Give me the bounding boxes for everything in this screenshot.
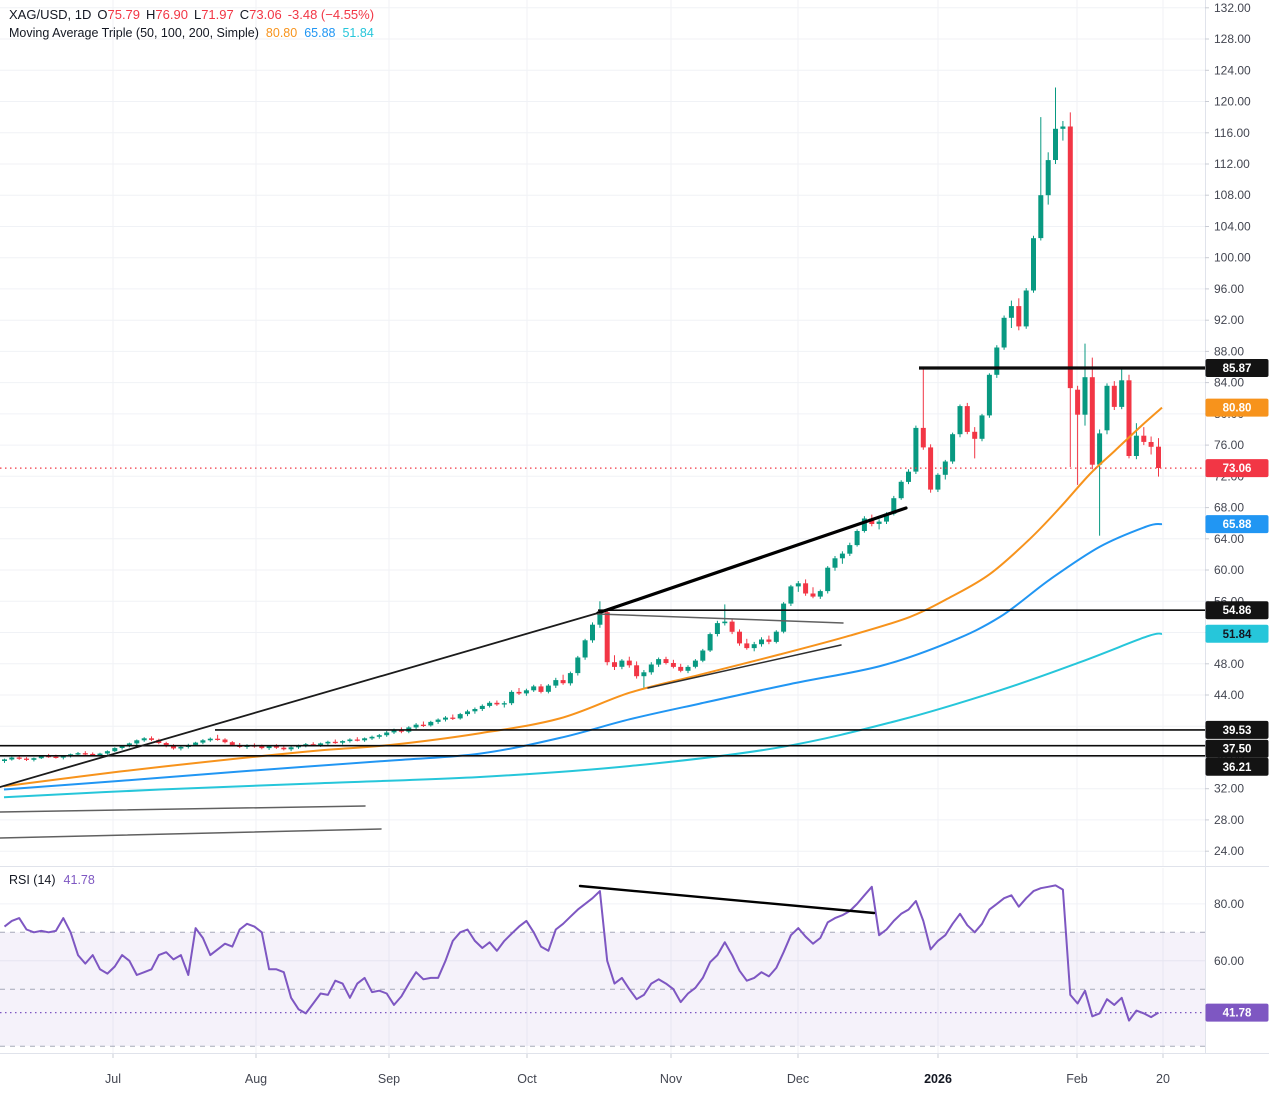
open-key: O xyxy=(97,7,108,22)
change-value: -3.48 (−4.55%) xyxy=(287,7,375,22)
axis-badge-51.84 xyxy=(1205,624,1269,643)
axis-badge-65.88 xyxy=(1205,515,1269,534)
svg-text:36.21: 36.21 xyxy=(1223,762,1252,774)
svg-text:124.00: 124.00 xyxy=(1214,63,1251,77)
svg-text:28.00: 28.00 xyxy=(1214,813,1244,827)
svg-text:Dec: Dec xyxy=(787,1072,809,1086)
rsi-legend: RSI (14) 41.78 xyxy=(9,873,95,887)
rsi-pane xyxy=(0,884,1205,1047)
axis-badge-85.87 xyxy=(1205,359,1269,377)
svg-text:32.00: 32.00 xyxy=(1214,782,1244,796)
symbol-ohlc-row: XAG/USD, 1D O75.79 H76.90 L71.97 C73.06 -3.48… xyxy=(9,5,374,24)
price-levels[interactable] xyxy=(0,366,1205,757)
svg-text:48.00: 48.00 xyxy=(1214,657,1244,671)
svg-text:44.00: 44.00 xyxy=(1214,688,1244,702)
svg-text:68.00: 68.00 xyxy=(1214,501,1244,515)
svg-text:65.88: 65.88 xyxy=(1223,519,1252,531)
axis-badge-36.21 xyxy=(1205,757,1269,776)
rsi-value: 41.78 xyxy=(63,873,95,887)
axis-badge-37.50 xyxy=(1205,739,1269,758)
axis-badge-80.80 xyxy=(1205,398,1269,417)
high-value: 76.90 xyxy=(155,7,188,22)
rsi-indicator-label[interactable]: RSI (14) xyxy=(9,873,56,887)
svg-text:116.00: 116.00 xyxy=(1214,126,1250,140)
ma-line-100[interactable] xyxy=(3,522,1163,791)
rsi-trendline[interactable] xyxy=(578,884,876,915)
svg-text:60.00: 60.00 xyxy=(1214,954,1244,968)
ma-line-200[interactable] xyxy=(3,632,1163,799)
low-value: 71.97 xyxy=(201,7,234,22)
axis-badge-rsi xyxy=(1205,1003,1269,1022)
svg-text:Oct: Oct xyxy=(517,1072,537,1086)
svg-text:96.00: 96.00 xyxy=(1214,282,1244,296)
symbol-legend: XAG/USD, 1D O75.79 H76.90 L71.97 C73.06 -3.48… xyxy=(9,5,374,43)
open-value: 75.79 xyxy=(107,7,141,22)
svg-text:73.06: 73.06 xyxy=(1223,463,1252,475)
svg-text:84.00: 84.00 xyxy=(1214,376,1244,390)
svg-text:Feb: Feb xyxy=(1066,1072,1088,1086)
svg-text:54.86: 54.86 xyxy=(1223,605,1252,617)
price-axis-labels[interactable]: 24.0028.0032.0036.0040.0044.0048.0052.00… xyxy=(1205,1,1251,858)
svg-text:120.00: 120.00 xyxy=(1214,95,1251,109)
svg-text:108.00: 108.00 xyxy=(1214,188,1251,202)
svg-text:85.87: 85.87 xyxy=(1223,363,1252,375)
ma-indicator-label[interactable]: Moving Average Triple (50, 100, 200, Sim… xyxy=(9,26,259,40)
svg-text:2026: 2026 xyxy=(924,1072,952,1086)
svg-text:Jul: Jul xyxy=(105,1072,121,1086)
ma50-value: 80.80 xyxy=(265,26,298,40)
ma200-value: 51.84 xyxy=(342,26,374,40)
candles-layer xyxy=(2,87,1161,763)
svg-text:Nov: Nov xyxy=(660,1072,683,1086)
svg-text:64.00: 64.00 xyxy=(1214,532,1244,546)
rsi-axis-labels[interactable]: 80.00 60.00 xyxy=(1214,897,1244,968)
time-axis-labels[interactable]: Jul Aug Sep Oct Nov Dec 2026 Feb 20 xyxy=(105,1054,1170,1086)
svg-text:Aug: Aug xyxy=(245,1072,267,1086)
svg-text:60.00: 60.00 xyxy=(1214,563,1244,577)
axis-badge-39.53 xyxy=(1205,720,1269,739)
svg-text:37.50: 37.50 xyxy=(1223,744,1252,756)
close-key: C xyxy=(239,7,250,22)
high-key: H xyxy=(146,7,156,22)
svg-text:Sep: Sep xyxy=(378,1072,400,1086)
svg-text:39.53: 39.53 xyxy=(1223,725,1252,737)
axis-badge-54.86 xyxy=(1205,601,1269,620)
rsi-line xyxy=(3,884,1160,1022)
svg-text:100.00: 100.00 xyxy=(1214,251,1251,265)
ma-line-50[interactable] xyxy=(3,406,1163,788)
close-value: 73.06 xyxy=(249,7,282,22)
svg-text:104.00: 104.00 xyxy=(1214,220,1251,234)
axis-badge-73.06 xyxy=(1205,459,1269,478)
svg-text:76.00: 76.00 xyxy=(1214,438,1244,452)
svg-text:112.00: 112.00 xyxy=(1214,157,1250,171)
svg-text:128.00: 128.00 xyxy=(1214,32,1251,46)
svg-text:80.80: 80.80 xyxy=(1223,403,1252,415)
svg-text:41.78: 41.78 xyxy=(1223,1008,1252,1020)
svg-text:92.00: 92.00 xyxy=(1214,313,1244,327)
svg-text:24.00: 24.00 xyxy=(1214,844,1244,858)
svg-text:51.84: 51.84 xyxy=(1223,629,1252,641)
time-gridlines xyxy=(112,0,1164,1053)
symbol-title[interactable]: XAG/USD, 1D xyxy=(9,7,92,22)
price-axis-badges: 85.87 80.80 73.06 65.88 54.86 51.84 39.53 37.50… xyxy=(1205,359,1269,1022)
trendlines[interactable] xyxy=(0,506,908,839)
svg-text:20: 20 xyxy=(1156,1072,1170,1086)
low-key: L xyxy=(193,7,202,22)
svg-text:80.00: 80.00 xyxy=(1214,897,1244,911)
svg-text:88.00: 88.00 xyxy=(1214,344,1244,358)
ma-indicator-row: Moving Average Triple (50, 100, 200, Sim… xyxy=(9,24,374,43)
svg-text:132.00: 132.00 xyxy=(1214,1,1251,15)
ma100-value: 65.88 xyxy=(304,26,336,40)
